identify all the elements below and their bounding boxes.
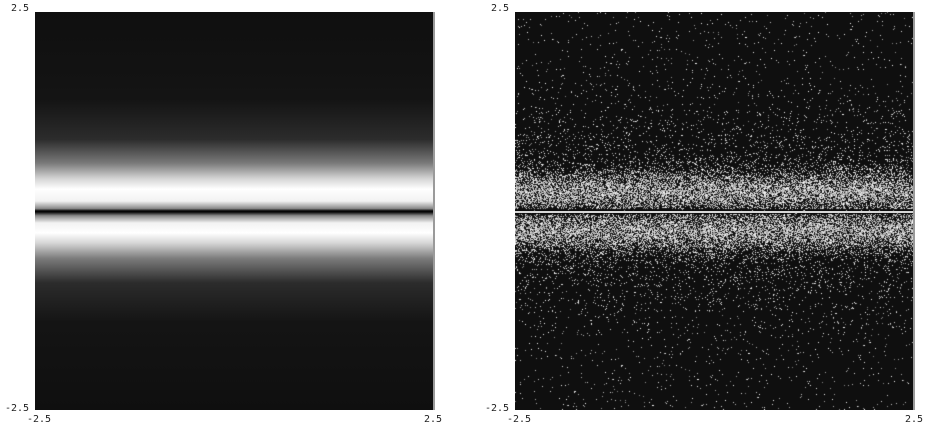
sampled-density-image [515, 12, 913, 410]
smooth-density-band [35, 12, 433, 410]
smooth-density-image [35, 12, 433, 410]
left-y-top-tick: 2.5 [11, 3, 30, 14]
right-y-top-tick: 2.5 [491, 3, 510, 14]
left-y-bottom-tick: -2.5 [5, 403, 30, 414]
right-panel-edge [913, 12, 915, 410]
right-y-bottom-tick: -2.5 [485, 403, 510, 414]
left-x-left-tick: -2.5 [27, 414, 52, 425]
left-x-right-tick: 2.5 [424, 414, 443, 425]
right-x-left-tick: -2.5 [507, 414, 532, 425]
right-x-right-tick: 2.5 [905, 414, 924, 425]
left-panel-edge [433, 12, 435, 410]
sampled-centerline [515, 211, 913, 213]
